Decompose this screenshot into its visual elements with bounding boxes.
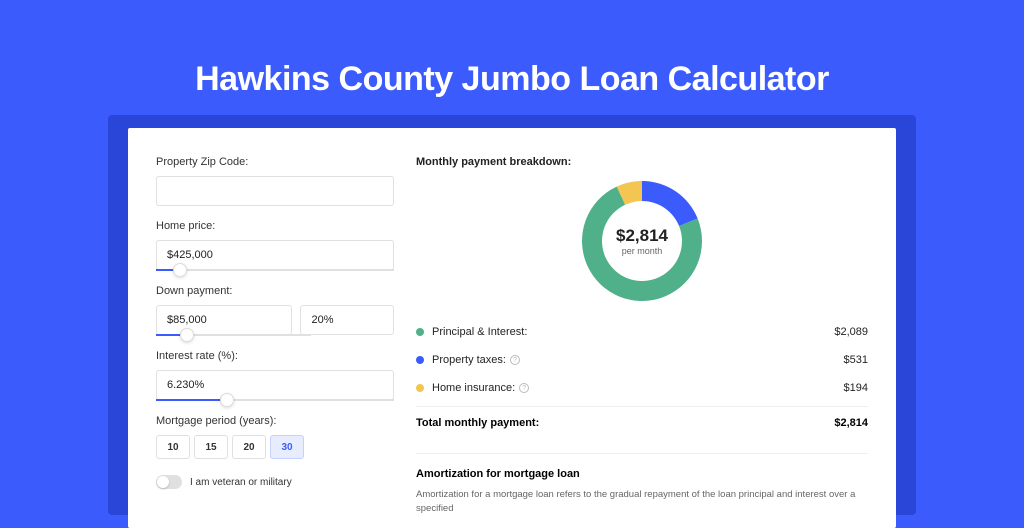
legend-dot-insurance [416, 384, 424, 392]
veteran-toggle[interactable] [156, 475, 182, 489]
donut-chart: $2,814 per month [579, 178, 705, 304]
period-btn-30[interactable]: 30 [270, 435, 304, 459]
legend-value-insurance: $194 [844, 382, 868, 394]
rate-slider[interactable] [156, 399, 394, 401]
down-slider-thumb[interactable] [180, 328, 194, 342]
donut-sub: per month [616, 246, 668, 256]
period-btn-10[interactable]: 10 [156, 435, 190, 459]
breakdown-heading: Monthly payment breakdown: [416, 156, 868, 168]
down-pct-input[interactable] [300, 305, 394, 335]
price-field-group: Home price: [156, 220, 394, 271]
period-buttons: 10152030 [156, 435, 394, 459]
down-field-group: Down payment: [156, 285, 394, 336]
zip-label: Property Zip Code: [156, 156, 394, 168]
down-slider[interactable] [156, 334, 311, 336]
legend-row-principal: Principal & Interest:$2,089 [416, 318, 868, 346]
donut-amount: $2,814 [616, 226, 668, 246]
legend-row-insurance: Home insurance: ?$194 [416, 374, 868, 402]
down-amount-input[interactable] [156, 305, 292, 335]
legend-label-principal: Principal & Interest: [432, 326, 834, 338]
legend-value-taxes: $531 [844, 354, 868, 366]
legend: Principal & Interest:$2,089Property taxe… [416, 318, 868, 402]
price-slider[interactable] [156, 269, 394, 271]
legend-dot-principal [416, 328, 424, 336]
rate-label: Interest rate (%): [156, 350, 394, 362]
period-field-group: Mortgage period (years): 10152030 [156, 415, 394, 459]
zip-input[interactable] [156, 176, 394, 206]
amortization-heading: Amortization for mortgage loan [416, 453, 868, 480]
page-title: Hawkins County Jumbo Loan Calculator [0, 0, 1024, 99]
period-btn-20[interactable]: 20 [232, 435, 266, 459]
veteran-label: I am veteran or military [190, 477, 292, 488]
legend-label-taxes: Property taxes: ? [432, 354, 844, 366]
zip-field-group: Property Zip Code: [156, 156, 394, 206]
form-column: Property Zip Code: Home price: Down paym… [156, 156, 394, 528]
legend-dot-taxes [416, 356, 424, 364]
total-label: Total monthly payment: [416, 417, 834, 429]
legend-label-insurance: Home insurance: ? [432, 382, 844, 394]
price-input[interactable] [156, 240, 394, 270]
rate-input[interactable] [156, 370, 394, 400]
down-label: Down payment: [156, 285, 394, 297]
info-icon[interactable]: ? [510, 355, 520, 365]
amortization-text: Amortization for a mortgage loan refers … [416, 488, 868, 517]
legend-value-principal: $2,089 [834, 326, 868, 338]
total-value: $2,814 [834, 417, 868, 429]
rate-slider-thumb[interactable] [220, 393, 234, 407]
donut-slice-taxes [642, 181, 698, 226]
period-label: Mortgage period (years): [156, 415, 394, 427]
veteran-row: I am veteran or military [156, 475, 394, 489]
price-slider-thumb[interactable] [173, 263, 187, 277]
price-label: Home price: [156, 220, 394, 232]
period-btn-15[interactable]: 15 [194, 435, 228, 459]
calculator-card: Property Zip Code: Home price: Down paym… [128, 128, 896, 528]
rate-field-group: Interest rate (%): [156, 350, 394, 401]
legend-total-row: Total monthly payment: $2,814 [416, 406, 868, 439]
legend-row-taxes: Property taxes: ?$531 [416, 346, 868, 374]
info-icon[interactable]: ? [519, 383, 529, 393]
breakdown-column: Monthly payment breakdown: $2,814 per mo… [416, 156, 868, 528]
